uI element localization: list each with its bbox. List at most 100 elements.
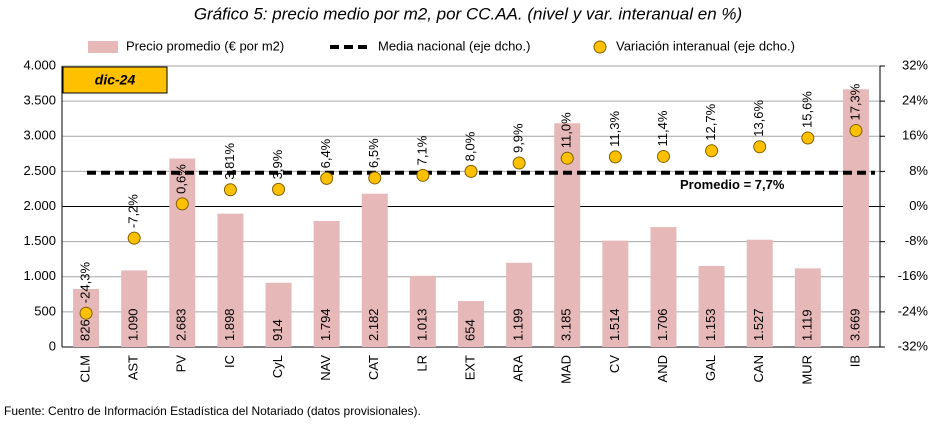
dot-value-label: -24,3% xyxy=(77,262,92,304)
y2-tick-label: -16% xyxy=(898,268,929,283)
bar xyxy=(121,270,148,347)
dot-value-label: 6,5% xyxy=(366,138,381,168)
legend-label: Precio promedio (€ por m2) xyxy=(126,38,284,53)
x-tick-label: NAV xyxy=(318,355,333,381)
dot xyxy=(79,306,93,320)
dot-value-label: 13,6% xyxy=(751,99,766,136)
y-tick-label: 0 xyxy=(49,338,56,353)
dot-value-label: 8,0% xyxy=(462,131,477,161)
bar-value-label: 3.669 xyxy=(847,308,862,341)
bar-value-label: 1.898 xyxy=(222,308,237,341)
dot xyxy=(223,183,237,197)
bar-value-label: 1.119 xyxy=(799,309,814,341)
dot-value-label: 12,7% xyxy=(703,103,718,140)
dot xyxy=(560,151,574,165)
x-tick-label: CLM xyxy=(77,355,92,382)
bar-value-label: 2.683 xyxy=(174,308,189,341)
legend-swatch xyxy=(593,40,607,54)
bar xyxy=(698,266,725,347)
dot xyxy=(272,182,286,196)
x-tick-label: AND xyxy=(655,355,670,382)
dot-value-label: 7,1% xyxy=(414,135,429,165)
dot xyxy=(368,171,382,185)
y2-tick-label: -32% xyxy=(898,338,929,353)
dot xyxy=(753,140,767,154)
x-tick-label: ARA xyxy=(511,355,526,382)
x-tick-label: MAD xyxy=(559,355,574,384)
dot xyxy=(464,164,478,178)
bar-value-label: 1.514 xyxy=(607,308,622,341)
x-tick-label: EXT xyxy=(462,355,477,380)
x-tick-label: CV xyxy=(607,355,622,373)
y-tick-label: 3.500 xyxy=(23,93,56,108)
y-tick-label: 500 xyxy=(34,303,56,318)
bar xyxy=(169,158,196,347)
y-tick-label: 3.000 xyxy=(23,128,56,143)
x-tick-label: IC xyxy=(222,355,237,368)
bar-value-label: 1.527 xyxy=(751,308,766,341)
bar xyxy=(265,282,292,347)
x-tick-label: LR xyxy=(414,355,429,372)
chart-title: Gráfico 5: precio medio por m2, por CC.A… xyxy=(194,4,742,23)
dot xyxy=(175,197,189,211)
reference-label: Promedio = 7,7% xyxy=(680,177,785,192)
y-tick-label: 2.500 xyxy=(23,163,56,178)
y2-tick-label: 8% xyxy=(909,163,928,178)
bar xyxy=(506,262,533,347)
bar-value-label: 1.706 xyxy=(655,308,670,341)
dot xyxy=(512,156,526,170)
dot-value-label: 11,4% xyxy=(655,110,670,146)
x-tick-label: PV xyxy=(174,355,189,373)
dot-value-label: 0,6% xyxy=(174,164,189,194)
x-tick-label: IB xyxy=(847,355,862,367)
x-tick-label: CAN xyxy=(751,355,766,382)
bar-value-label: 1.794 xyxy=(318,308,333,341)
y-tick-label: 4.000 xyxy=(23,57,56,72)
bar-value-label: 1.153 xyxy=(703,308,718,341)
bar xyxy=(217,213,244,347)
dot xyxy=(127,231,141,245)
legend-label: Variación interanual (eje dcho.) xyxy=(616,38,795,53)
source-note: Fuente: Centro de Información Estadístic… xyxy=(4,404,421,418)
legend-swatch xyxy=(88,41,118,53)
y2-tick-label: -8% xyxy=(905,233,929,248)
dot xyxy=(416,168,430,182)
bar-value-label: 654 xyxy=(462,319,477,341)
x-tick-label: AST xyxy=(126,355,141,380)
legend-label: Media nacional (eje dcho.) xyxy=(378,38,530,53)
x-tick-label: CyL xyxy=(270,355,285,378)
bar-value-label: 914 xyxy=(270,319,285,341)
bar xyxy=(794,268,821,347)
x-tick-label: MUR xyxy=(799,355,814,385)
x-tick-label: GAL xyxy=(703,355,718,381)
bar xyxy=(313,220,340,347)
y2-tick-label: -24% xyxy=(898,303,929,318)
dot-value-label: 15,6% xyxy=(799,91,814,128)
y-tick-label: 2.000 xyxy=(23,198,56,213)
dot-value-label: 3,9% xyxy=(270,149,285,179)
bar-value-label: 2.182 xyxy=(366,308,381,341)
bar xyxy=(458,301,484,347)
y-tick-label: 1.500 xyxy=(23,233,56,248)
bar xyxy=(602,240,629,347)
bar-value-label: 3.185 xyxy=(559,308,574,341)
dot xyxy=(801,131,815,145)
bar xyxy=(746,239,773,347)
dot-value-label: 6,4% xyxy=(318,138,333,168)
dot-value-label: 17,3% xyxy=(847,83,862,120)
bar-value-label: 826 xyxy=(77,319,92,341)
dot xyxy=(849,124,863,138)
bar-value-label: 1.090 xyxy=(126,308,141,341)
dot-value-label: 11,3% xyxy=(607,111,622,147)
dot-value-label: -7,2% xyxy=(126,194,141,228)
y2-tick-label: 16% xyxy=(902,128,928,143)
dot xyxy=(320,171,334,185)
dot xyxy=(608,150,622,164)
dot-value-label: 11,0% xyxy=(559,112,574,148)
bar xyxy=(409,275,436,347)
dot xyxy=(656,149,670,163)
bar-value-label: 1.013 xyxy=(414,308,429,341)
tag-box xyxy=(62,66,168,94)
y2-tick-label: 32% xyxy=(902,57,928,72)
y2-tick-label: 0% xyxy=(909,198,928,213)
